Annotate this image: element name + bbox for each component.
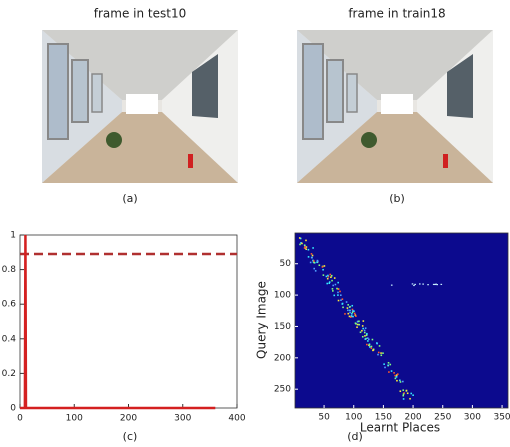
caption: (d) bbox=[347, 430, 363, 443]
x-tick-label: 200 bbox=[404, 413, 421, 423]
y-tick-label: 50 bbox=[280, 259, 292, 269]
x-tick-label: 300 bbox=[464, 413, 481, 423]
similarity-dots bbox=[298, 237, 443, 400]
photo-b bbox=[296, 29, 494, 184]
x-tick-label: 350 bbox=[493, 413, 510, 423]
y-tick-label: 1 bbox=[10, 231, 16, 241]
x-tick-label: 100 bbox=[66, 414, 83, 424]
x-axis-label: Learnt Places bbox=[360, 421, 440, 435]
y-tick-label: 200 bbox=[274, 353, 291, 363]
x-tick-label: 100 bbox=[345, 413, 362, 423]
y-tick-label: 0.8 bbox=[2, 265, 17, 275]
x-tick-label: 50 bbox=[318, 413, 330, 423]
x-tick-label: 400 bbox=[228, 414, 245, 424]
heatmap-bg bbox=[294, 232, 509, 409]
y-tick-label: 0.6 bbox=[2, 300, 17, 310]
image-title: frame in test10 bbox=[94, 7, 186, 21]
y-axis-label: Query Image bbox=[255, 281, 269, 359]
y-tick-label: 250 bbox=[274, 385, 291, 395]
image-title: frame in train18 bbox=[348, 7, 445, 21]
x-tick-label: 200 bbox=[120, 414, 137, 424]
plot-area bbox=[19, 234, 238, 409]
x-tick-label: 150 bbox=[375, 413, 392, 423]
caption: (b) bbox=[389, 192, 405, 205]
y-tick-label: 100 bbox=[274, 291, 291, 301]
line bbox=[20, 234, 216, 410]
x-tick-label: 300 bbox=[174, 414, 191, 424]
x-tick-label: 0 bbox=[17, 414, 23, 424]
photo-a bbox=[41, 29, 239, 184]
y-tick-label: 0.4 bbox=[2, 334, 17, 344]
y-tick-label: 0.2 bbox=[2, 369, 16, 379]
x-tick-label: 250 bbox=[434, 413, 451, 423]
y-tick-label: 150 bbox=[274, 322, 291, 332]
y-tick-label: 0 bbox=[10, 404, 16, 414]
caption: (c) bbox=[123, 430, 138, 443]
caption: (a) bbox=[122, 192, 137, 205]
